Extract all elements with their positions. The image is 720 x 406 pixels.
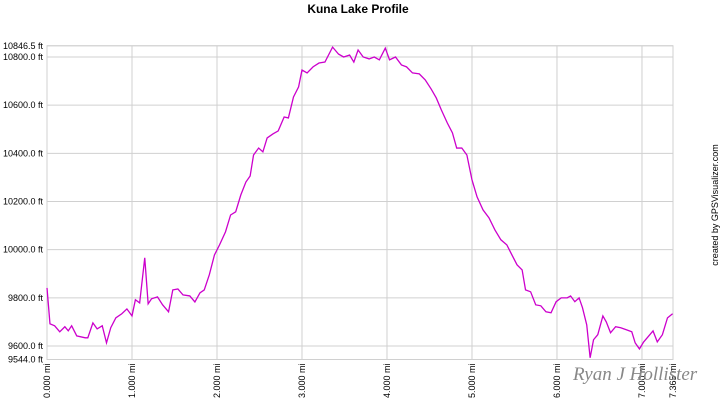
x-tick-label: 5.000 mi (467, 364, 477, 399)
x-tick-label: 7.365 mi (668, 364, 678, 399)
x-tick-label: 1.000 mi (127, 364, 137, 399)
elevation-line (46, 45, 673, 358)
y-tick-label: 10846.5 ft (3, 41, 44, 51)
chart-title: Kuna Lake Profile (307, 2, 409, 16)
x-tick-label: 7.000 mi (637, 364, 647, 399)
x-tick-label: 6.000 mi (552, 364, 562, 399)
y-tick-label: 9600.0 ft (8, 341, 44, 351)
y-tick-label: 10600.0 ft (3, 100, 44, 110)
x-tick-label: 2.000 mi (212, 364, 222, 399)
plot-area: 9544.0 ft 9600.0 ft 9800.0 ft 10000.0 ft 102… (3, 41, 678, 398)
y-tick-label: 9544.0 ft (8, 355, 44, 365)
watermark: Ryan J Hollister (572, 364, 698, 385)
x-tick-label: 3.000 mi (297, 364, 307, 399)
plot-frame (46, 45, 674, 361)
y-tick-label: 10200.0 ft (3, 197, 44, 207)
credit: created by GPSVisualizer.com (710, 144, 720, 265)
y-tick-label: 10800.0 ft (3, 52, 44, 62)
y-tick-label: 10000.0 ft (3, 245, 44, 255)
x-tick-label: 0.000 mi (42, 364, 52, 399)
y-tick-label: 9800.0 ft (8, 293, 44, 303)
x-tick-label: 4.000 mi (382, 364, 392, 399)
y-tick-label: 10400.0 ft (3, 148, 44, 158)
